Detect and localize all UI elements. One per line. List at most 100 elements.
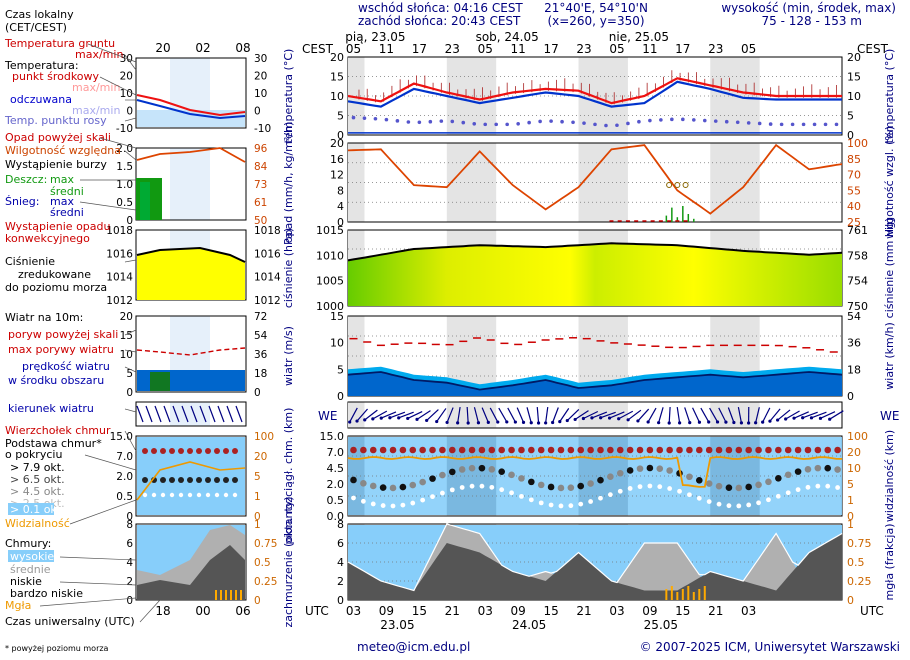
wind-arrow [559,408,570,422]
visibility-tick: 20 [847,446,861,459]
legend-medium: średnie [10,563,51,576]
night-band [446,143,497,222]
legend-wind-dir: kierunek wiatru [8,402,94,415]
cloud-tick: 15.0 [320,430,345,443]
wind-arrow-head [657,421,661,425]
cover-tick: 8 [337,518,344,531]
mini-cloud-top-dot [160,448,166,454]
dew-point-dot [417,120,422,125]
cest-hour: 23 [708,42,723,56]
mini-cloud-low-dot [151,492,157,498]
dew-point-dot [472,121,477,126]
mini-cloud-low-dot [196,492,202,498]
dew-point-dot [373,116,378,121]
mini-visibility-tick: 20 [254,451,267,463]
mini-cover-tick: 6 [126,538,133,550]
wind-arrow [658,407,664,423]
cloud-base-low-dot [647,483,653,489]
humidity-line [347,143,843,215]
panel-temp [347,56,843,136]
cloud-base-dot [715,482,723,490]
temp-tick-right: 0 [847,129,854,142]
wind-arrow-head [776,418,780,422]
utc-label-left: UTC [305,604,329,618]
mini-wind-arrow [172,405,180,423]
mini-fog-tick: 0.75 [254,538,277,550]
cloud-top-dot [468,446,476,454]
cloud-top-dot [676,446,683,454]
wind-arrow [436,408,447,422]
utc-hour: 15 [543,604,558,618]
mini-humidity-tick: 73 [254,179,267,191]
night-band [578,143,628,222]
cloud-base-low-dot [440,490,445,496]
dew-point-dot [461,120,466,125]
wind-arrow [802,411,818,419]
wind-arrow-head [667,421,671,425]
wind-arrow-head [828,417,832,421]
legend-high-swatch [8,550,54,562]
mini-cover-tick: 0 [126,595,133,607]
dew-point-dot [582,121,586,125]
wind-arrow [692,407,700,423]
legend-m-temp [135,57,247,129]
cloud-base-low-dot [390,503,396,509]
wind-arrow-head [801,416,805,420]
cloud-base-dot [399,483,407,491]
wind-tick: 0 [337,390,344,403]
cloud-base-low-dot [815,483,821,489]
panel-cloud [347,435,843,517]
legend-rain: Deszcz: [5,173,47,186]
mini-pressure-tick-right: 1012 [254,295,281,307]
mini-cloud-base-dot [214,477,220,483]
cloud-base-low-dot [519,493,524,499]
dew-point-dot [527,120,531,125]
cloud-base-low-dot [548,502,554,508]
visibility-tick: 1 [847,494,854,507]
dew-point-dot [483,122,488,127]
felt-temp-line [347,80,842,108]
dew-point-dot [812,122,817,127]
cloud-base-low-dot [588,499,594,504]
cloud-base-low-dot [736,503,742,509]
legend-soil-max-min: max/min [75,48,123,61]
cloud-base-dot [577,482,585,490]
cloud-base-dot [834,466,841,473]
wind-arrow [545,406,549,424]
wind-arrow [609,411,625,419]
temp-tick-right: 10 [847,90,861,103]
wind-arrow-head [544,421,548,425]
mini-utc-hour: 00 [195,604,210,618]
pressure-tick: 1010 [316,249,344,262]
cloud-top-dot [686,446,693,454]
cloud-base-dot [824,464,832,472]
cloud-base-dot [666,467,673,474]
storm-marker [674,182,681,188]
dew-point-dot [757,121,762,126]
cloud-top-dot [577,446,585,454]
wind-arrow-head [505,420,509,424]
cloud-base-low-dot [528,497,534,503]
cloud-base-dot [626,467,634,474]
night-band [578,57,628,135]
cloud-base-dot [508,471,515,479]
wind-arrow [769,408,781,422]
mini-wind-arrow [181,405,189,423]
wind-arrow-head [754,421,758,425]
precip-axis-title: opad (mm/h, kg/m²/h) [282,122,295,243]
mini-cloud-tick: 15.0 [110,431,133,443]
cloud-tick: 2.0 [327,478,345,491]
wind-arrow-head [688,420,692,425]
wind-arrow-head [573,417,577,422]
cloud-base-dot [587,480,594,487]
mini-precip-tick: 0 [126,215,133,227]
mini-temp-tick: 0 [126,106,133,118]
legend-dew-point: Temp. punktu rosy [4,114,107,127]
wind-arrow [566,409,580,421]
cloud-top-dot [557,446,565,454]
cloud-base-low-dot [726,503,732,509]
cloud-top-dot [784,446,792,454]
dew-point-dot [735,120,740,125]
legend-leader-line [139,599,161,623]
footer-email[interactable]: meteo@icm.edu.pl [357,640,470,654]
